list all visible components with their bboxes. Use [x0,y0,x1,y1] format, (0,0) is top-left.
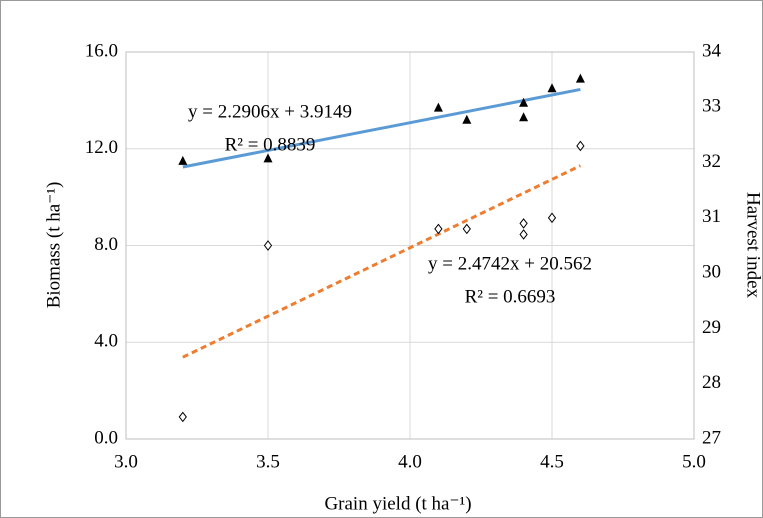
diamond-point [519,218,528,229]
trend-line [182,87,581,169]
diamond-point [547,212,557,224]
y2-tick-label: 31 [702,206,721,227]
y-tick-label: 12.0 [85,137,118,158]
x-tick-label: 3.0 [114,451,138,472]
diamond-point [434,223,443,235]
y2-tick-label: 34 [702,40,722,61]
y2-tick-label: 28 [702,372,721,393]
trend-r2: R² = 0.8839 [225,134,316,155]
y2-tick-label: 29 [702,317,721,338]
y-tick-label: 4.0 [94,331,118,352]
x-tick-label: 4.0 [398,451,422,472]
triangle-point [575,73,585,83]
x-tick-label: 3.5 [256,451,280,472]
triangle-point [178,155,188,165]
x-axis-label: Grain yield (t ha⁻¹) [324,493,471,514]
triangle-point [519,97,529,107]
x-tick-label: 4.5 [540,451,564,472]
y2-tick-label: 33 [702,96,721,117]
diamond-point [576,140,585,152]
diamond-point [462,223,471,235]
x-tick-label: 5.0 [682,451,706,472]
triangle-point [263,153,273,163]
trend-line [182,164,582,359]
trend-equation: y = 2.4742x + 20.562 [428,253,592,274]
y-tick-label: 8.0 [94,234,118,255]
y-tick-label: 16.0 [85,40,118,61]
y2-tick-label: 32 [702,151,721,172]
y2-tick-label: 30 [702,262,721,283]
triangle-point [519,112,529,122]
y2-axis-label: Harvest index [743,192,763,299]
triangle-point [547,83,557,93]
trend-r2: R² = 0.6693 [465,286,556,307]
y-tick-label: 0.0 [94,427,118,448]
plot-frame [125,51,695,440]
triangle-point [433,102,443,112]
diamond-point [263,240,273,251]
y-axis-label: Biomass (t ha⁻¹) [43,182,64,309]
diamond-point [519,229,528,240]
y2-tick-label: 27 [702,427,721,448]
trend-equation: y = 2.2906x + 3.9149 [188,101,352,122]
triangle-point [462,114,472,124]
diamond-point [178,411,187,423]
